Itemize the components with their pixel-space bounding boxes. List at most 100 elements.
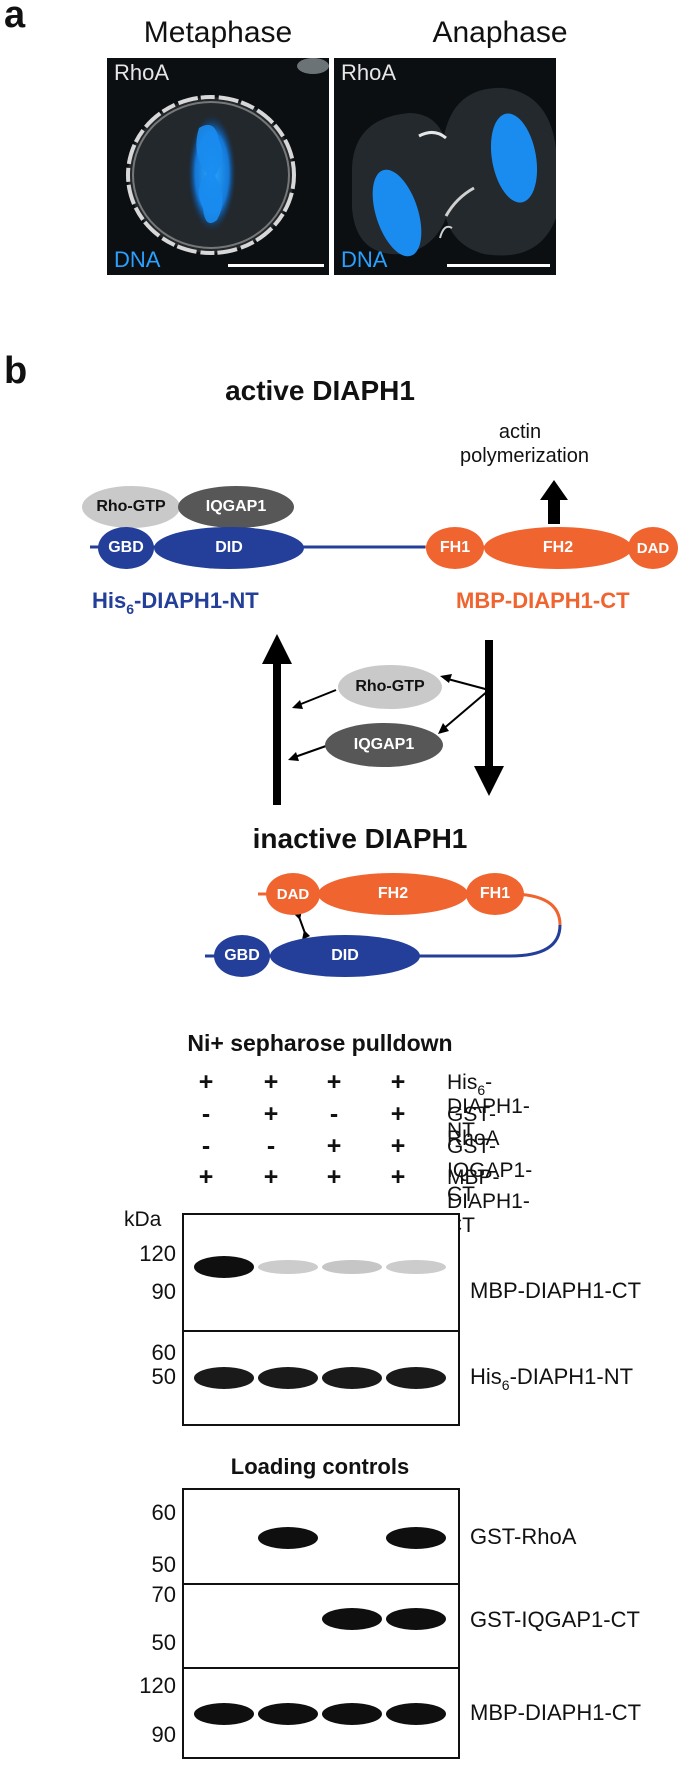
blot3-band-lane2 [258,1527,318,1549]
sign-row2-lane3: - [329,1100,339,1128]
blot4-band-lane3 [322,1608,382,1630]
activation-arrowhead [262,634,292,664]
metaphase-scale-bar [228,264,324,267]
sign-row4-lane2: + [263,1163,279,1191]
did-domain: DID [154,527,304,569]
blot2-name-suffix: -DIAPH1-NT [509,1364,634,1389]
blot4-gst-iqgap1 [182,1583,460,1669]
sign-row2-lane4: + [390,1100,406,1128]
blot2-name-sub: 6 [501,1377,510,1393]
inactive-dad-label: DAD [276,885,310,903]
did-label: DID [215,539,243,556]
rho-release-line [443,677,490,691]
blot5-band-lane3 [322,1703,382,1725]
actin-line2: polymerization [460,445,589,467]
rho-gtp-free: Rho-GTP [338,665,442,709]
blot5-name: MBP-DIAPH1-CT [470,1700,642,1725]
metaphase-dna-label: DNA [114,247,161,272]
rho-binding-head [292,700,303,709]
treatment-label-row3: GST-IQGAP1-CT [447,1135,532,1207]
rho-binding-line [295,689,337,707]
iqgap1-free: IQGAP1 [325,723,443,767]
blot4-mw-50: 50 [151,1630,176,1655]
rho-gtp-free-label: Rho-GTP [355,678,425,695]
actin-arrow [540,480,568,524]
panel-b-label: b [4,350,28,392]
blot5-band-lane2 [258,1703,318,1725]
mbp-diaph1-ct-label: MBP-DIAPH1-CT [456,588,630,613]
blot3-band-lane4 [386,1527,446,1549]
sign-row4-lane4: + [390,1163,406,1191]
gbd-domain: GBD [98,527,154,569]
blot1-name: MBP-DIAPH1-CT [470,1278,642,1303]
inactive-fh1-domain: FH1 [466,873,524,915]
iqgap1-label: IQGAP1 [205,498,267,515]
iqgap1-domain: IQGAP1 [178,486,294,528]
inactive-did-domain: DID [270,935,420,977]
treatment-label-prefix: His [447,1071,478,1094]
inactive-diaph1-title: inactive DIAPH1 [252,823,468,854]
blot5-mw-120: 120 [139,1673,176,1698]
blot2-band-lane2 [258,1367,318,1389]
sign-row3-lane3: + [326,1132,342,1160]
iqgap-release-head [438,723,449,734]
blot4-name: GST-IQGAP1-CT [470,1607,640,1632]
blot1-band-lane2 [258,1260,318,1274]
blot1-mw-90: 90 [151,1279,176,1304]
sign-row3-lane1: - [201,1132,211,1160]
sign-row1-lane4: + [390,1068,406,1096]
blot4-bands [322,1608,446,1630]
treatment-label-row1: His6-DIAPH1-NT [447,1071,530,1143]
anaphase-title: Anaphase [432,16,568,49]
inactive-fh1-label: FH1 [479,885,511,902]
rho-gtp-label: Rho-GTP [96,498,166,515]
inactive-dad-domain: DAD [266,873,320,915]
actin-polymerization-label: actin polymerization [460,420,589,468]
metaphase-micrograph [107,58,329,275]
blot5-band-lane1 [194,1703,254,1725]
metaphase-title: Metaphase [143,16,293,49]
inactivation-arrowhead [474,766,504,796]
transition-arrows [262,634,504,805]
blot4-band-lane4 [386,1608,446,1630]
iqgap-binding-head [288,752,299,761]
rho-release-head [440,674,452,683]
loading-controls-title: Loading controls [230,1454,410,1479]
pulldown-title: Ni+ sepharose pulldown [187,1030,453,1056]
active-diaph1-title: active DIAPH1 [225,375,415,406]
blot2-name-prefix: His [470,1364,502,1389]
sign-row1-lane3: + [326,1068,342,1096]
sign-row2-lane2: + [263,1100,279,1128]
iqgap-binding-line [291,745,327,759]
sign-row2-lane1: - [201,1100,211,1128]
metaphase-rhoa-label: RhoA [114,60,170,85]
inactive-nt-curve [509,924,562,958]
blot5-band-lane4 [386,1703,446,1725]
blot3-bands [258,1527,446,1549]
nt-sub: 6 [126,601,135,617]
blot1-mw-120: 120 [139,1241,176,1266]
fh2-domain: FH2 [484,527,632,569]
sign-row1-lane2: + [263,1068,279,1096]
blot2-band-lane1 [194,1367,254,1389]
blot2-mw-60: 60 [151,1340,176,1365]
kda-label: kDa [124,1208,162,1231]
treatment-label-suffix: -DIAPH1-NT [447,1071,530,1142]
blot1-pulldown-mbp [182,1213,460,1332]
fh1-label: FH1 [439,539,471,556]
blot3-mw-50: 50 [151,1552,176,1577]
blot2-mw-50: 50 [151,1364,176,1389]
sign-row1-lane1: + [198,1068,214,1096]
treatment-label-prefix: GST-IQGAP1-CT [447,1135,533,1206]
blot5-mbp-diaph1 [182,1667,460,1759]
inactive-gbd-domain: GBD [214,935,270,977]
iqgap1-free-label: IQGAP1 [353,736,415,753]
inactive-fh2-label: FH2 [377,885,409,902]
gbd-label: GBD [108,539,144,556]
anaphase-scale-bar [447,264,550,267]
blot2-name: His6-DIAPH1-NT [470,1364,634,1393]
anaphase-dna-label: DNA [341,247,388,272]
blot3-mw-60: 60 [151,1500,176,1525]
dad-domain: DAD [628,527,678,569]
nt-suffix: -DIAPH1-NT [134,588,259,613]
